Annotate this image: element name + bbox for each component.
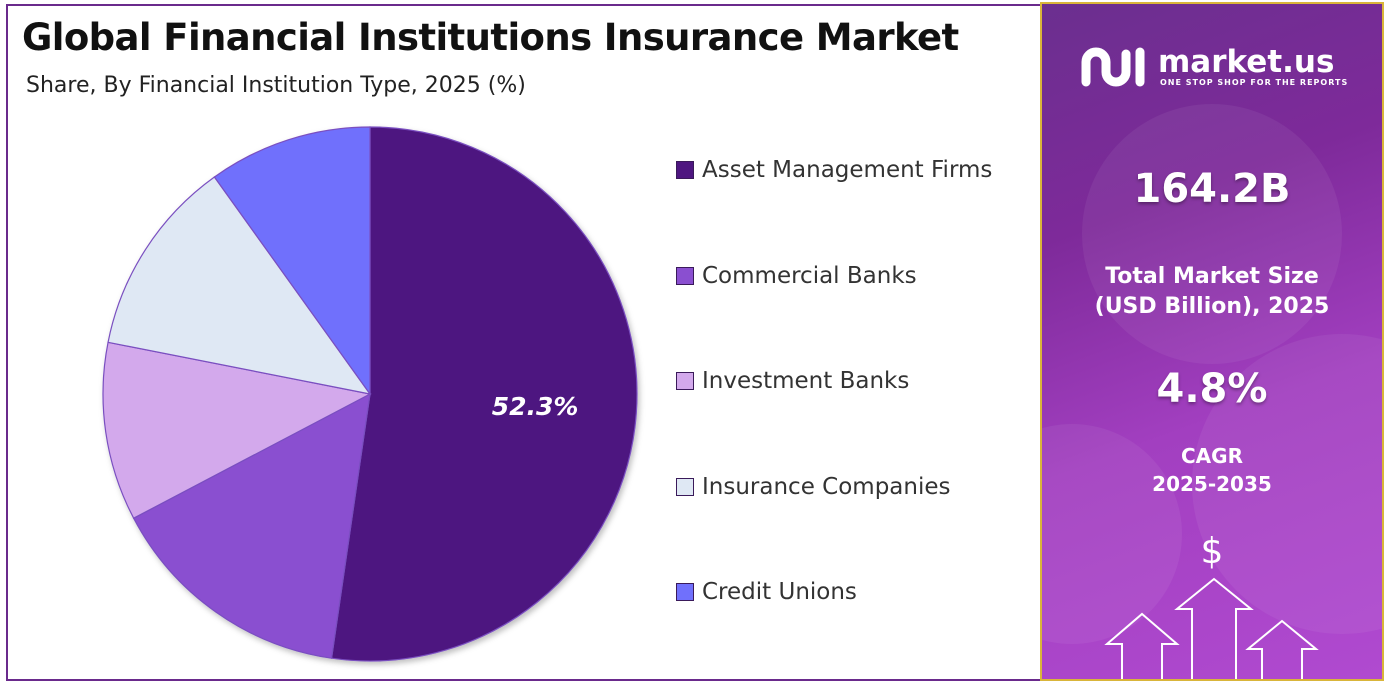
legend-swatch [676,583,694,601]
legend-swatch [676,372,694,390]
growth-arrows-icon [1104,577,1319,679]
cagr-label-line2: 2025-2035 [1152,472,1272,496]
pie-slice-credit-unions [213,126,371,396]
brand-logo: market.us ONE STOP SHOP FOR THE REPORTS [1078,42,1368,92]
brand-name: market.us [1158,44,1335,80]
pie-slice-investment-banks [102,341,372,520]
pie-data-label: 52.3% [492,392,579,421]
market-size-value: 164.2B [1133,166,1291,212]
market-size-label-line1: Total Market Size [1105,264,1319,289]
pie-slice-insurance-companies [107,176,372,395]
market-size-label-line2: (USD Billion), 2025 [1094,294,1330,319]
cagr-value: 4.8% [1156,366,1268,412]
summary-panel: market.us ONE STOP SHOP FOR THE REPORTS … [1040,2,1384,681]
legend-swatch [676,477,694,496]
brand-tagline: ONE STOP SHOP FOR THE REPORTS [1160,78,1349,87]
legend-item: Credit Unions [676,572,857,612]
pie-chart: 52.3% [102,126,638,662]
cagr-label-line1: CAGR [1181,444,1243,468]
legend-swatch [676,161,694,179]
legend-label: Commercial Banks [702,262,917,289]
legend-item: Asset Management Firms [676,150,992,190]
legend-label: Insurance Companies [702,473,951,500]
chart-subtitle: Share, By Financial Institution Type, 20… [26,73,526,98]
legend-swatch [676,266,694,285]
dollar-icon: $ [1200,531,1224,572]
legend-label: Investment Banks [702,368,910,394]
pie-slice-asset-management-firms [330,126,638,662]
pie-slice-commercial-banks [132,392,371,659]
legend-item: Investment Banks [676,361,909,401]
legend-item: Insurance Companies [676,467,951,507]
market-us-logo-icon [1081,47,1145,87]
legend-label: Credit Unions [702,579,857,605]
page-title: Global Financial Institutions Insurance … [22,16,959,59]
legend-item: Commercial Banks [676,256,917,296]
legend-label: Asset Management Firms [702,157,993,183]
